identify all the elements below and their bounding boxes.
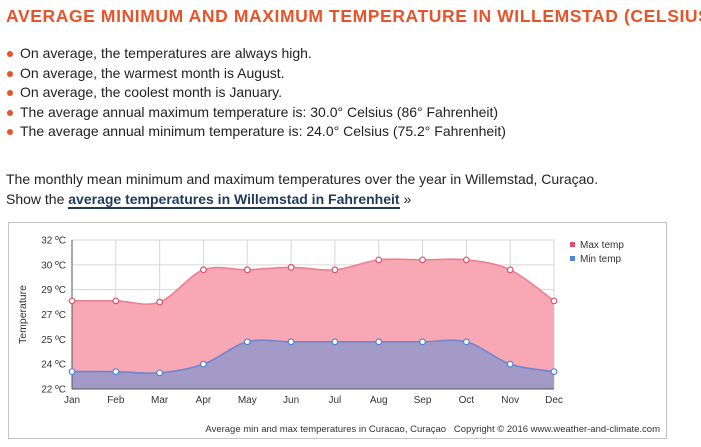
min-temp-point — [112, 368, 120, 376]
x-tick-label: Jun — [283, 395, 299, 406]
list-item: The average annual maximum temperature i… — [6, 103, 506, 123]
x-tick-label: Aug — [370, 395, 388, 406]
x-tick-label: Nov — [501, 395, 519, 406]
show-prefix: Show the — [6, 190, 69, 207]
list-item: On average, the warmest month is August. — [6, 64, 506, 84]
max-temp-point — [419, 256, 426, 264]
y-tick-label: 32 ºC — [41, 236, 66, 247]
list-item: On average, the temperatures are always … — [6, 44, 506, 64]
y-tick-label: 22 ºC — [41, 385, 66, 396]
show-suffix: » — [399, 190, 412, 207]
min-temp-point — [156, 369, 164, 377]
max-temp-point — [156, 298, 164, 306]
min-temp-point — [506, 360, 514, 368]
max-temp-point — [287, 263, 295, 271]
max-temp-point — [200, 266, 207, 274]
min-temp-point — [375, 338, 383, 346]
x-tick-label: Sep — [414, 395, 432, 406]
x-tick-label: Oct — [459, 395, 475, 406]
max-temp-point — [243, 266, 251, 274]
max-temp-point — [550, 297, 558, 305]
show-line: Show the average temperatures in Willems… — [6, 190, 598, 210]
y-axis-label: Temperature — [17, 285, 29, 344]
fahrenheit-link[interactable]: average temperatures in Willemstad in Fa… — [68, 190, 400, 209]
list-item: The average annual minimum temperature i… — [6, 122, 506, 142]
min-temp-point — [419, 338, 426, 346]
list-item: On average, the coolest month is January… — [6, 83, 506, 103]
legend-swatch — [570, 256, 575, 261]
chart-svg: 22 ºC 24 ºC 25 ºC 27 ºC 29 ºC 30 ºC 32 ºC Jan Fe… — [17, 236, 660, 436]
x-tick-label: Jan — [64, 395, 80, 406]
max-temp-point — [462, 256, 470, 264]
intro-sentence: The monthly mean minimum and maximum tem… — [6, 171, 599, 187]
x-tick-label: Mar — [151, 395, 169, 406]
min-temp-point — [462, 338, 470, 346]
min-temp-point — [331, 338, 339, 346]
y-tick-label: 27 ºC — [41, 310, 66, 321]
x-tick-label: Dec — [545, 395, 563, 406]
x-tick-label: Jul — [329, 395, 342, 406]
min-temp-line — [71, 339, 555, 375]
max-temp-point — [506, 266, 514, 274]
y-tick-label: 30 ºC — [41, 260, 66, 271]
x-tick-label: Feb — [107, 395, 125, 406]
y-tick-label: 24 ºC — [41, 360, 66, 371]
chart-caption: Average min and max temperatures in Cura… — [205, 424, 660, 435]
facts-list: On average, the temperatures are always … — [6, 44, 506, 142]
page-title: AVERAGE MINIMUM AND MAXIMUM TEMPERATURE … — [6, 6, 701, 26]
legend-entry: Min temp — [580, 254, 622, 265]
temperature-chart: 22 ºC 24 ºC 25 ºC 27 ºC 29 ºC 30 ºC 32 ºC Jan Fe… — [8, 222, 667, 439]
intro-text: The monthly mean minimum and maximum tem… — [6, 170, 598, 209]
min-temp-point — [287, 338, 295, 346]
y-tick-label: 29 ºC — [41, 285, 66, 296]
legend-swatch — [570, 242, 575, 247]
min-temp-point — [68, 368, 76, 376]
max-temp-point — [375, 256, 383, 264]
min-temp-point — [200, 360, 207, 368]
x-tick-label: May — [238, 395, 257, 406]
max-temp-point — [68, 297, 76, 305]
max-temp-point — [112, 297, 120, 305]
min-temp-point — [243, 338, 251, 346]
max-temp-line — [71, 258, 555, 305]
legend-entry: Max temp — [580, 240, 624, 251]
y-tick-label: 25 ºC — [41, 335, 66, 346]
min-temp-area — [72, 340, 554, 389]
max-temp-point — [331, 266, 339, 274]
min-temp-point — [550, 368, 558, 376]
x-tick-label: Apr — [196, 395, 212, 406]
